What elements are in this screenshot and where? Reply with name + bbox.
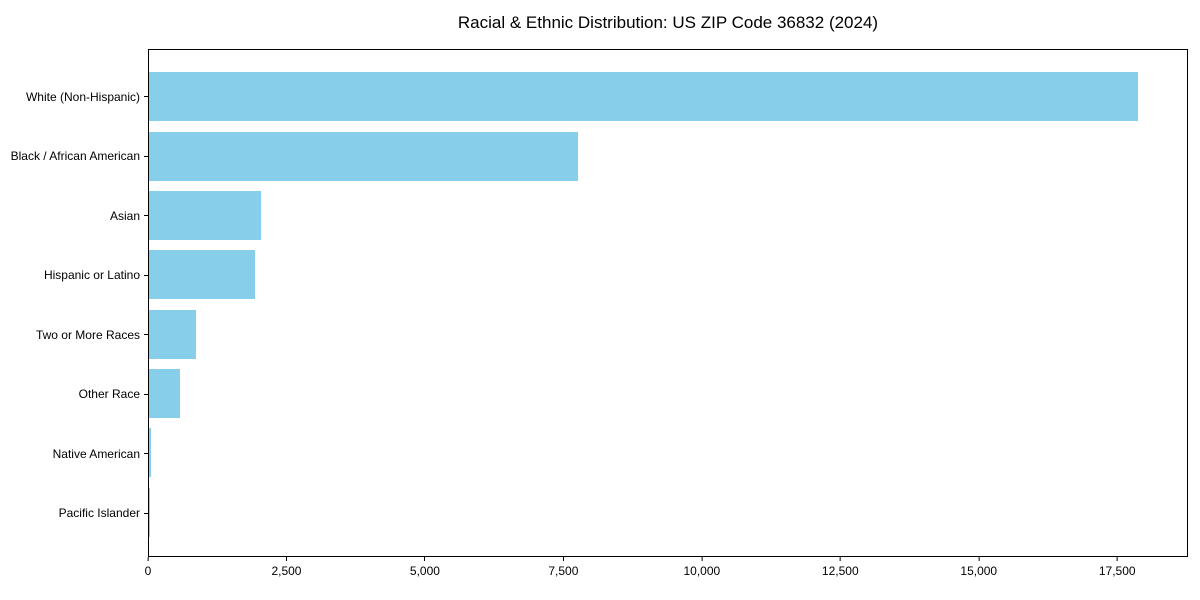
y-tick-label: Pacific Islander: [58, 506, 140, 521]
x-tick-label: 7,500: [548, 564, 579, 578]
y-label-row: Hispanic or Latino: [0, 246, 148, 306]
y-tick-mark: [144, 393, 148, 395]
bar-row: [149, 245, 1187, 304]
y-label-row: Two or More Races: [0, 305, 148, 365]
x-tick: 15,000: [960, 557, 997, 578]
y-tick-mark: [144, 215, 148, 217]
x-tick-mark: [147, 557, 149, 561]
y-tick-mark: [144, 453, 148, 455]
bar: [149, 487, 150, 537]
y-tick-label: White (Non-Hispanic): [25, 89, 140, 104]
chart-title: Racial & Ethnic Distribution: US ZIP Cod…: [457, 13, 879, 32]
bar-row: [149, 67, 1187, 126]
x-tick-label: 0: [144, 564, 152, 578]
bar: [149, 428, 151, 478]
bar: [149, 190, 261, 240]
y-label-row: White (Non-Hispanic): [0, 67, 148, 127]
y-tick-mark: [144, 155, 148, 157]
y-tick-mark: [144, 96, 148, 98]
plot-area: [148, 49, 1188, 557]
y-label-row: Other Race: [0, 365, 148, 425]
x-axis: 0 2,500 5,000 7,500 10,000: [144, 557, 1186, 587]
bar: [149, 309, 197, 359]
x-tick-mark: [839, 557, 841, 561]
bar-row: [149, 305, 1187, 364]
bar-row: [149, 364, 1187, 423]
bar-rows: [149, 50, 1187, 556]
y-label-row: Native American: [0, 424, 148, 484]
y-tick-label: Native American: [52, 446, 140, 461]
y-label-row: Pacific Islander: [0, 484, 148, 544]
x-tick-label: 2,500: [271, 564, 302, 578]
y-tick-mark: [144, 274, 148, 276]
bar-row: [149, 483, 1187, 542]
bar-row: [149, 186, 1187, 245]
bar: [149, 131, 578, 181]
x-tick-label: 17,500: [1098, 564, 1136, 578]
x-tick-mark: [701, 557, 703, 561]
x-tick: 0: [144, 557, 152, 578]
y-tick-mark: [144, 334, 148, 336]
x-tick: 17,500: [1099, 557, 1136, 578]
x-tick-label: 5,000: [409, 564, 440, 578]
x-tick: 5,000: [410, 557, 440, 578]
bar: [149, 250, 256, 300]
x-tick-label: 10,000: [683, 564, 721, 578]
x-tick: 10,000: [683, 557, 720, 578]
x-tick-mark: [1116, 557, 1118, 561]
x-tick-label: 12,500: [821, 564, 859, 578]
y-tick-label: Other Race: [78, 387, 140, 402]
bar-row: [149, 423, 1187, 482]
x-tick-label: 15,000: [960, 564, 998, 578]
y-label-row: Asian: [0, 186, 148, 246]
x-tick: 7,500: [548, 557, 578, 578]
bar: [149, 72, 1138, 122]
y-tick-label: Asian: [109, 208, 140, 223]
x-tick: 2,500: [271, 557, 301, 578]
x-tick: 12,500: [822, 557, 859, 578]
y-tick-label: Two or More Races: [35, 327, 140, 342]
x-tick-mark: [562, 557, 564, 561]
y-axis-labels: White (Non-Hispanic) Black / African Ame…: [0, 49, 148, 557]
bar: [149, 369, 180, 419]
y-tick-mark: [144, 512, 148, 514]
x-tick-mark: [978, 557, 980, 561]
y-tick-label: Black / African American: [10, 149, 140, 164]
x-tick-mark: [285, 557, 287, 561]
y-tick-label: Hispanic or Latino: [43, 268, 140, 283]
y-label-row: Black / African American: [0, 127, 148, 187]
x-tick-mark: [424, 557, 426, 561]
bar-row: [149, 126, 1187, 185]
